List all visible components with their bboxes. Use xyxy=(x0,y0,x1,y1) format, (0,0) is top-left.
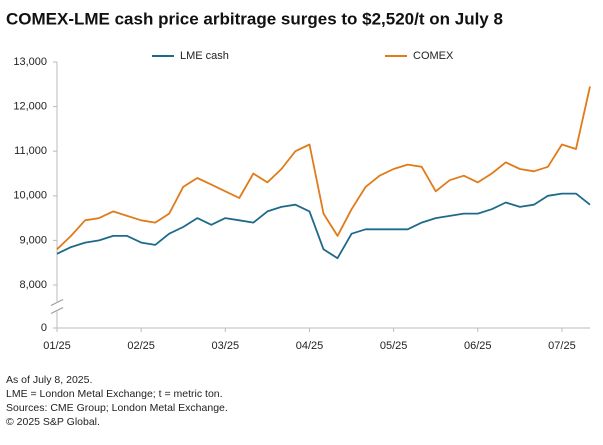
footnote: LME = London Metal Exchange; t = metric … xyxy=(6,388,223,400)
series-line xyxy=(56,86,591,250)
chart-title: COMEX-LME cash price arbitrage surges to… xyxy=(6,9,503,28)
axis-break xyxy=(50,299,64,306)
axis-break-gap xyxy=(51,301,63,312)
x-tick-label: 02/25 xyxy=(127,340,155,352)
x-tick-label: 01/25 xyxy=(43,340,71,352)
y-tick-label: 11,000 xyxy=(14,145,47,157)
y-tick-label: 12,000 xyxy=(13,101,47,113)
footnote: Sources: CME Group; London Metal Exchang… xyxy=(6,402,228,414)
x-tick-label: 04/25 xyxy=(296,340,324,352)
footnote: As of July 8, 2025. xyxy=(6,374,92,386)
y-tick-label: 8,000 xyxy=(19,279,47,291)
y-tick-label: 10,000 xyxy=(13,190,47,202)
x-tick-label: 03/25 xyxy=(212,340,240,352)
y-tick-label: 13,000 xyxy=(13,56,47,68)
x-tick-label: 07/25 xyxy=(548,340,576,352)
x-tick-label: 05/25 xyxy=(380,340,408,352)
legend-label: COMEX xyxy=(413,50,454,62)
axis-break xyxy=(50,307,64,314)
series-line xyxy=(56,192,591,260)
footnote: © 2025 S&P Global. xyxy=(6,416,100,428)
y-tick-label: 9,000 xyxy=(19,234,47,246)
y-tick-label: 0 xyxy=(41,322,47,334)
x-tick-label: 06/25 xyxy=(464,340,492,352)
legend-label: LME cash xyxy=(180,50,229,62)
